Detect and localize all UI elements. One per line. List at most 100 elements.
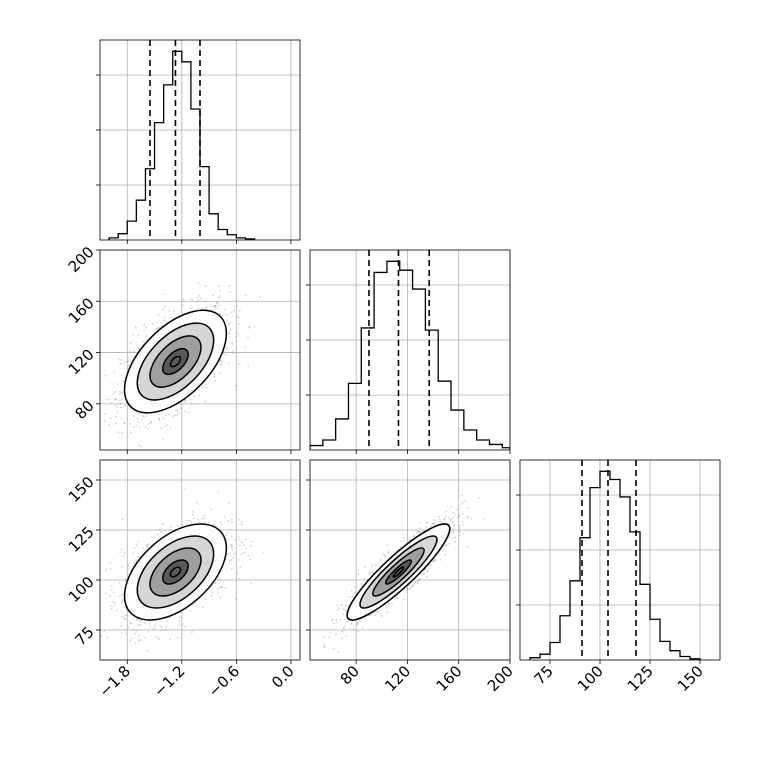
scatter-point — [343, 628, 346, 630]
scatter-point — [423, 573, 426, 575]
scatter-point — [452, 511, 455, 514]
scatter-point — [108, 398, 111, 401]
scatter-point — [223, 516, 226, 518]
scatter-point — [400, 540, 403, 542]
scatter-point — [169, 638, 172, 641]
scatter-point — [229, 291, 232, 293]
scatter-point — [118, 358, 121, 361]
scatter-point — [350, 589, 353, 592]
scatter-point — [121, 598, 124, 601]
scatter-point — [238, 539, 241, 541]
scatter-point — [440, 558, 442, 561]
scatter-point — [358, 620, 361, 622]
scatter-point — [408, 587, 411, 590]
scatter-point — [124, 606, 127, 609]
scatter-point — [451, 532, 454, 534]
scatter-point — [220, 586, 223, 588]
scatter-point — [244, 346, 247, 348]
scatter-point — [344, 610, 347, 612]
scatter-point — [229, 322, 232, 324]
scatter-point — [140, 445, 143, 448]
scatter-point — [214, 373, 216, 376]
scatter-point — [232, 350, 234, 352]
scatter-point — [448, 517, 450, 519]
contour-line — [169, 566, 182, 578]
scatter-point — [247, 365, 250, 367]
scatter-point — [135, 543, 138, 546]
scatter-point — [227, 362, 230, 365]
scatter-point — [247, 336, 249, 339]
scatter-point — [354, 586, 356, 589]
scatter-point — [461, 520, 463, 523]
scatter-point — [191, 298, 194, 301]
scatter-point — [155, 636, 158, 638]
scatter-point — [186, 523, 189, 526]
scatter-point — [165, 628, 167, 630]
scatter-point — [374, 614, 376, 617]
scatter-point — [127, 573, 130, 576]
scatter-point — [155, 321, 158, 324]
scatter-point — [341, 630, 344, 633]
y-tick-label: 80 — [71, 397, 97, 423]
scatter-point — [120, 362, 123, 364]
scatter-point — [346, 620, 348, 623]
scatter-point — [118, 595, 121, 598]
scatter-point — [235, 331, 237, 334]
scatter-point — [332, 622, 335, 625]
scatter-point — [416, 530, 419, 533]
scatter-point — [142, 547, 145, 549]
scatter-point — [217, 491, 219, 494]
scatter-point — [127, 564, 129, 567]
scatter-point — [330, 631, 332, 634]
scatter-point — [238, 518, 241, 521]
scatter-point — [137, 541, 139, 543]
scatter-point — [129, 359, 132, 362]
scatter-point — [347, 620, 350, 622]
scatter-point — [156, 533, 159, 536]
scatter-point — [208, 521, 210, 524]
scatter-point — [258, 296, 261, 298]
scatter-point — [142, 340, 144, 343]
scatter-point — [119, 392, 122, 395]
scatter-point — [387, 603, 389, 606]
scatter-point — [119, 363, 122, 365]
scatter-point — [197, 282, 200, 285]
scatter-point — [121, 600, 123, 602]
scatter-point — [197, 389, 200, 391]
scatter-point — [158, 419, 161, 421]
scatter-point — [450, 519, 453, 521]
scatter-point — [231, 342, 234, 344]
scatter-point — [364, 618, 367, 621]
scatter-point — [237, 536, 240, 539]
scatter-point — [103, 420, 106, 422]
scatter-point — [139, 426, 141, 429]
scatter-point — [434, 522, 436, 525]
scatter-point — [458, 527, 460, 530]
scatter-point — [162, 319, 165, 322]
scatter-point — [132, 351, 135, 354]
scatter-point — [201, 386, 203, 389]
scatter-point — [213, 305, 216, 308]
scatter-point — [137, 421, 140, 424]
scatter-point — [230, 544, 233, 546]
scatter-point — [345, 634, 347, 637]
scatter-point — [449, 518, 452, 521]
scatter-point — [228, 332, 231, 335]
scatter-point — [198, 295, 201, 297]
scatter-point — [217, 296, 220, 299]
scatter-point — [200, 517, 203, 520]
scatter-point — [104, 375, 107, 377]
scatter-point — [168, 310, 171, 312]
contour-line — [161, 559, 189, 585]
scatter-point — [236, 572, 239, 574]
scatter-point — [158, 637, 161, 640]
density-fill — [385, 560, 412, 585]
scatter-point — [451, 537, 453, 539]
scatter-point — [451, 528, 454, 531]
scatter-point — [123, 361, 126, 364]
scatter-point — [210, 508, 212, 511]
scatter-point — [136, 417, 139, 420]
scatter-point — [163, 317, 166, 319]
scatter-point — [227, 519, 230, 522]
contour-line — [359, 535, 438, 609]
